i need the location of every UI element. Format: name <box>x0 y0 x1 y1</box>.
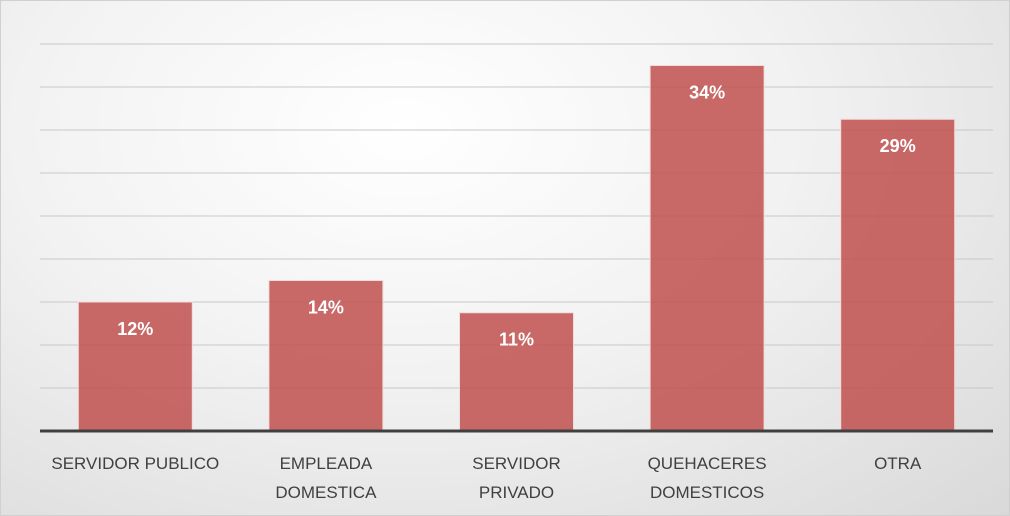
bar <box>77 301 193 432</box>
data-label: 14% <box>308 297 344 317</box>
data-label: 11% <box>499 330 534 350</box>
x-tick-label: SERVIDOR PUBLICO <box>51 454 220 473</box>
x-tick-label: QUEHACERES DOMESTICOS <box>647 454 767 502</box>
bar <box>649 65 765 432</box>
bar <box>459 312 574 432</box>
data-label: 12% <box>117 319 153 339</box>
x-tick-label: EMPLEADA DOMESTICA <box>275 454 377 502</box>
bar <box>840 118 956 432</box>
data-label: 34% <box>689 82 725 102</box>
data-label: 29% <box>880 136 916 156</box>
x-tick-label: OTRA <box>874 454 922 473</box>
x-tick-label: SERVIDOR PRIVADO <box>472 454 561 502</box>
